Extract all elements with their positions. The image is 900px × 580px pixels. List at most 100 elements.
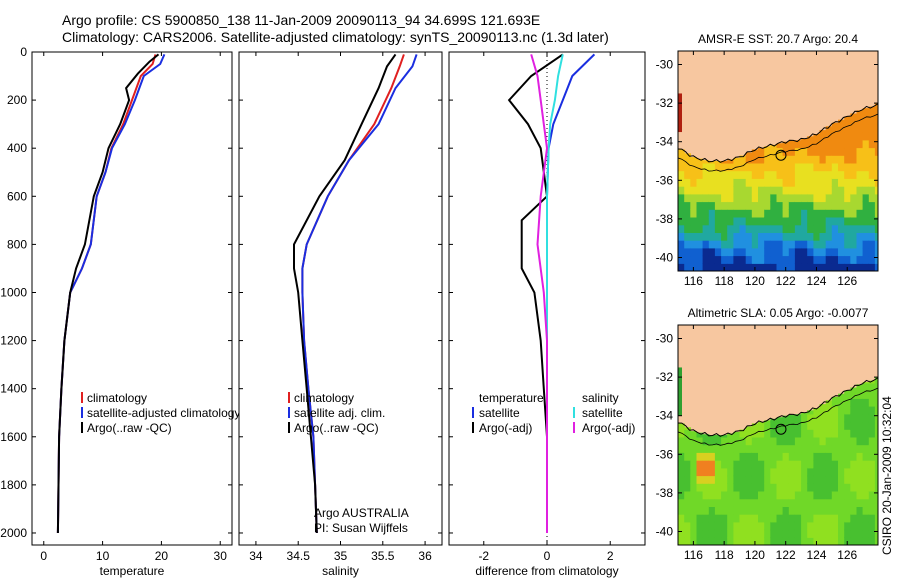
x-tick-label: 118 bbox=[715, 548, 734, 562]
data-cell bbox=[850, 113, 858, 118]
data-cell bbox=[702, 186, 710, 195]
data-cell bbox=[838, 247, 845, 257]
data-cell bbox=[782, 178, 790, 187]
data-cell bbox=[831, 193, 839, 203]
data-cell bbox=[733, 255, 741, 264]
data-cell bbox=[868, 155, 876, 164]
data-cell bbox=[868, 380, 876, 384]
data-cell bbox=[807, 263, 814, 271]
data-cell bbox=[874, 263, 878, 271]
data-cell bbox=[831, 413, 839, 423]
data-cell bbox=[770, 521, 778, 531]
data-cell bbox=[751, 423, 759, 430]
data-cell bbox=[690, 193, 698, 203]
data-cell bbox=[874, 108, 878, 118]
data-cell bbox=[684, 209, 691, 218]
data-cell bbox=[764, 240, 771, 249]
data-cell bbox=[801, 263, 808, 271]
data-cell bbox=[868, 537, 876, 545]
data-cell bbox=[868, 498, 876, 507]
data-cell bbox=[758, 201, 765, 210]
data-cell bbox=[813, 475, 821, 484]
legend-label: Argo(-adj) bbox=[479, 421, 532, 435]
data-cell bbox=[801, 240, 808, 249]
data-cell bbox=[696, 444, 704, 453]
data-cell bbox=[696, 247, 704, 257]
data-cell bbox=[733, 178, 741, 187]
data-cell bbox=[862, 467, 870, 477]
data-cell bbox=[825, 139, 833, 149]
data-cell bbox=[819, 162, 827, 172]
data-cell bbox=[813, 240, 821, 249]
data-cell bbox=[825, 147, 833, 156]
data-cell bbox=[868, 390, 876, 399]
data-cell bbox=[801, 529, 808, 538]
data-cell bbox=[794, 498, 802, 507]
data-cell bbox=[714, 161, 722, 164]
data-cell bbox=[813, 521, 821, 531]
data-cell bbox=[702, 255, 710, 264]
data-cell bbox=[751, 467, 759, 477]
data-cell bbox=[868, 382, 876, 392]
data-cell bbox=[850, 529, 858, 538]
data-cell bbox=[801, 255, 808, 264]
data-cell bbox=[807, 521, 814, 531]
data-cell bbox=[825, 475, 833, 484]
data-cell bbox=[745, 162, 753, 172]
data-cell bbox=[850, 232, 858, 241]
data-cell bbox=[819, 452, 827, 461]
data-cell bbox=[813, 421, 821, 430]
data-cell bbox=[831, 217, 839, 226]
data-cell bbox=[733, 224, 741, 233]
data-cell bbox=[745, 217, 753, 226]
data-cell bbox=[856, 162, 864, 172]
coastal-cells bbox=[678, 367, 682, 416]
data-cell bbox=[708, 498, 716, 507]
data-cell bbox=[764, 178, 771, 187]
data-cell bbox=[794, 467, 802, 477]
data-cell bbox=[825, 537, 833, 545]
data-cell bbox=[874, 382, 878, 392]
data-cell bbox=[862, 116, 870, 125]
y-tick-label: -30 bbox=[656, 58, 674, 72]
data-cell bbox=[684, 155, 691, 164]
data-cell bbox=[874, 224, 878, 233]
y-tick-label: -36 bbox=[656, 173, 674, 187]
y-tick-label: 800 bbox=[7, 237, 27, 251]
data-cell bbox=[684, 506, 691, 515]
data-cell bbox=[696, 436, 704, 446]
data-cell bbox=[702, 521, 710, 531]
data-cell bbox=[733, 186, 741, 195]
data-cell bbox=[862, 124, 870, 133]
data-cell bbox=[714, 255, 722, 264]
data-cell bbox=[850, 421, 858, 430]
data-cell bbox=[684, 475, 691, 484]
data-cell bbox=[678, 162, 685, 172]
data-cell bbox=[714, 224, 722, 233]
data-cell bbox=[794, 170, 802, 179]
y-tick-label: -34 bbox=[656, 135, 674, 149]
data-cell bbox=[862, 132, 870, 141]
data-cell bbox=[838, 393, 845, 399]
data-cell bbox=[856, 483, 864, 492]
data-cell bbox=[850, 186, 858, 195]
data-cell bbox=[819, 444, 827, 453]
data-cell bbox=[807, 193, 814, 203]
data-cell bbox=[788, 201, 796, 210]
data-cell bbox=[844, 390, 851, 392]
data-cell bbox=[874, 506, 878, 515]
data-cell bbox=[776, 247, 784, 257]
data-cell bbox=[844, 498, 851, 507]
x-tick-label: 0 bbox=[544, 549, 551, 563]
data-cell bbox=[702, 483, 710, 492]
data-cell bbox=[844, 460, 851, 469]
data-cell bbox=[850, 139, 858, 149]
y-tick-label: 1200 bbox=[0, 334, 27, 348]
data-cell bbox=[678, 529, 685, 538]
data-cell bbox=[727, 521, 734, 531]
data-cell bbox=[838, 491, 845, 500]
data-cell bbox=[764, 436, 771, 446]
coastline bbox=[678, 377, 878, 437]
data-cell bbox=[721, 178, 728, 187]
data-cell bbox=[733, 170, 741, 179]
